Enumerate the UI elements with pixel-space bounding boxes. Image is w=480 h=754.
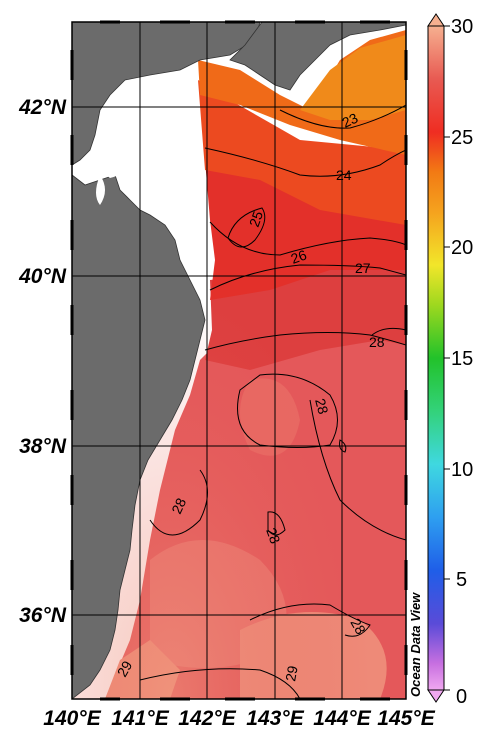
colorbar-tick-label: 10 — [451, 459, 473, 481]
colorbar-tick-label: 30 — [451, 16, 473, 38]
colorbar-tick-label: 25 — [451, 127, 473, 149]
land — [72, 22, 406, 699]
colorbar: 30 25 20 15 10 5 0 — [427, 13, 473, 708]
lon-label-145e: 145°E — [377, 707, 435, 730]
ocean-data-view-watermark: Ocean Data View — [408, 592, 423, 697]
colorbar-top-arrow — [427, 13, 445, 27]
lat-label-38n: 38°N — [19, 435, 67, 458]
contour-label: 28 — [312, 397, 332, 416]
lon-label-141e: 141°E — [111, 707, 169, 730]
colorbar-tick-label: 5 — [456, 569, 467, 591]
colorbar-tick-label: 0 — [456, 686, 467, 708]
contour-label: 29 — [282, 664, 300, 682]
lat-label-42n: 42°N — [18, 96, 67, 119]
contour-label: 28 — [347, 616, 369, 638]
lon-label-140e: 140°E — [43, 707, 101, 730]
honshu-land — [72, 174, 206, 699]
contour-label: 28 — [369, 334, 385, 350]
colorbar-tick-label: 20 — [451, 237, 473, 259]
contour-label: 29 — [114, 658, 136, 680]
colorbar-bottom-arrow — [427, 689, 445, 703]
colorbar-gradient — [427, 25, 445, 691]
frame-ticks — [70, 20, 408, 701]
lon-label-142e: 142°E — [178, 707, 236, 730]
contour-lines — [139, 104, 406, 699]
contour-label: 28 — [263, 526, 283, 546]
lon-label-144e: 144°E — [313, 707, 371, 730]
lon-label-143e: 143°E — [246, 707, 304, 730]
contour-label: 23 — [340, 110, 361, 131]
contour-label: 27 — [355, 260, 371, 276]
hokkaido-east-land — [229, 22, 406, 91]
lat-label-40n: 40°N — [18, 265, 67, 288]
contour-label: 24 — [336, 167, 352, 183]
contour-label: 28 — [168, 495, 189, 516]
contour-label: 25 — [246, 209, 266, 229]
colorbar-ticks — [444, 25, 450, 691]
graticule — [72, 22, 406, 699]
colorbar-tick-label: 15 — [451, 348, 473, 370]
lat-label-36n: 36°N — [19, 604, 67, 627]
contour-label: 26 — [289, 246, 309, 266]
